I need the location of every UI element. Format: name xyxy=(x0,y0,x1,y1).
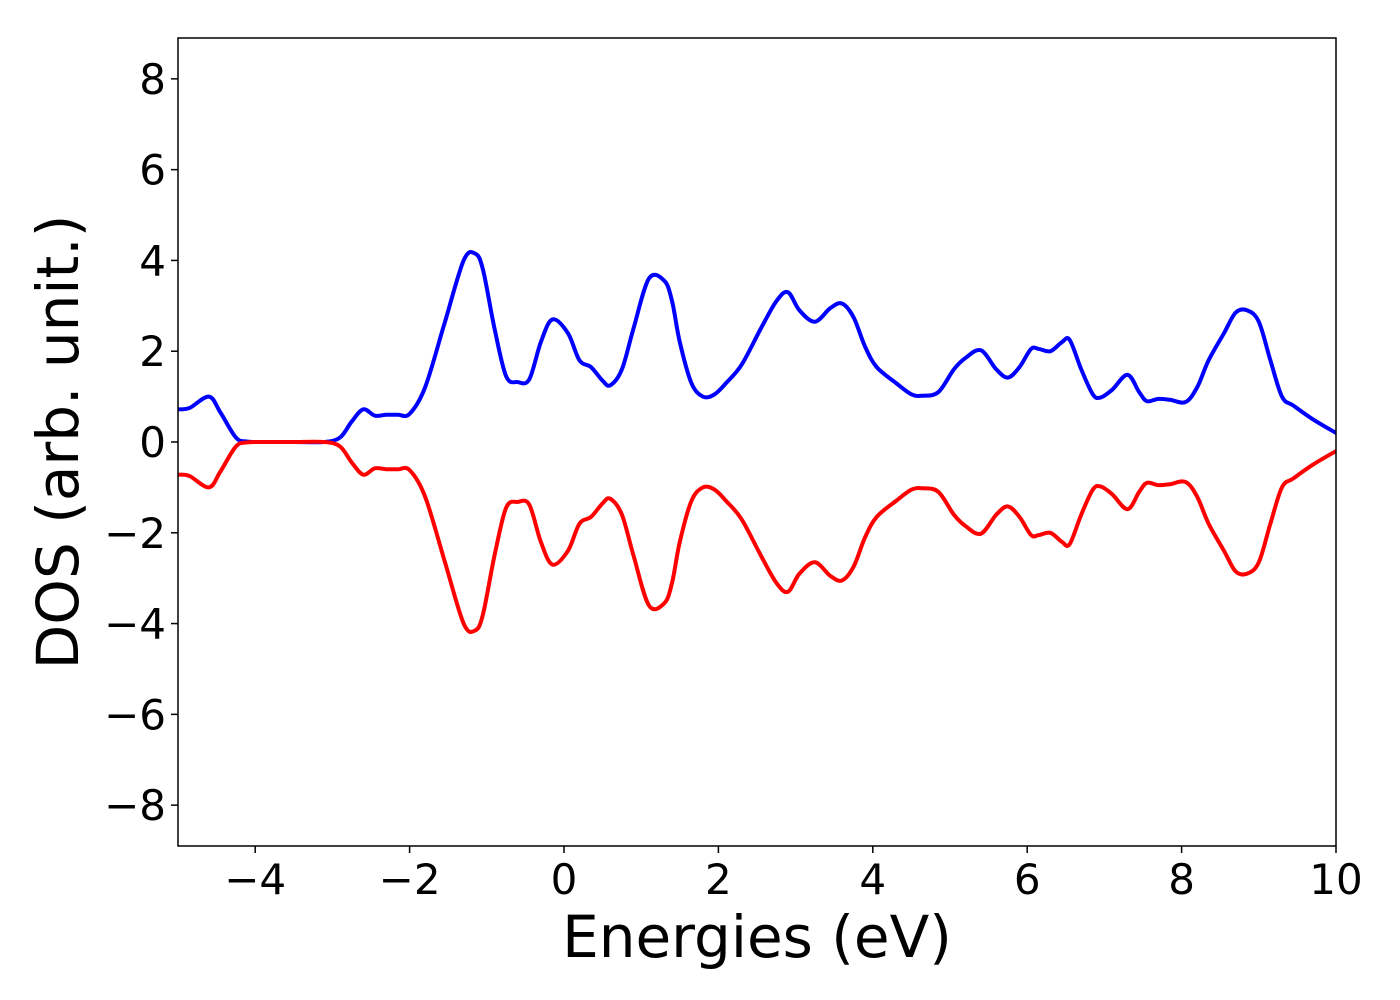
x-tick-label: 10 xyxy=(1309,855,1362,904)
y-tick-label: −8 xyxy=(104,781,166,830)
dos-series-0-line xyxy=(178,250,1336,445)
plot-frame xyxy=(177,37,1337,847)
dos-series-1-line xyxy=(178,439,1336,634)
x-tick-label: −4 xyxy=(224,855,286,904)
plot-area xyxy=(177,37,1337,847)
x-tick-label: 6 xyxy=(1014,855,1041,904)
y-tick-label: −2 xyxy=(104,509,166,558)
y-tick-label: 0 xyxy=(139,418,166,467)
x-tick-label: 0 xyxy=(551,855,578,904)
x-tick-label: 8 xyxy=(1168,855,1195,904)
x-axis-ticks: −4 −2 0 2 4 6 8 10 xyxy=(224,846,1363,904)
y-tick-label: 2 xyxy=(139,327,166,376)
x-tick-label: 4 xyxy=(859,855,886,904)
y-tick-label: −4 xyxy=(104,600,166,649)
y-axis-label: DOS (arb. unit.) xyxy=(24,215,92,670)
y-tick-label: 6 xyxy=(139,146,166,195)
y-tick-label: 8 xyxy=(139,55,166,104)
x-tick-label: 2 xyxy=(705,855,732,904)
x-tick-label: −2 xyxy=(379,855,441,904)
y-tick-label: 4 xyxy=(139,236,166,285)
y-tick-label: −6 xyxy=(104,690,166,739)
y-axis-ticks: −8 −6 −4 −2 0 2 4 6 8 xyxy=(104,55,178,830)
x-axis-label: Energies (eV) xyxy=(562,903,952,971)
